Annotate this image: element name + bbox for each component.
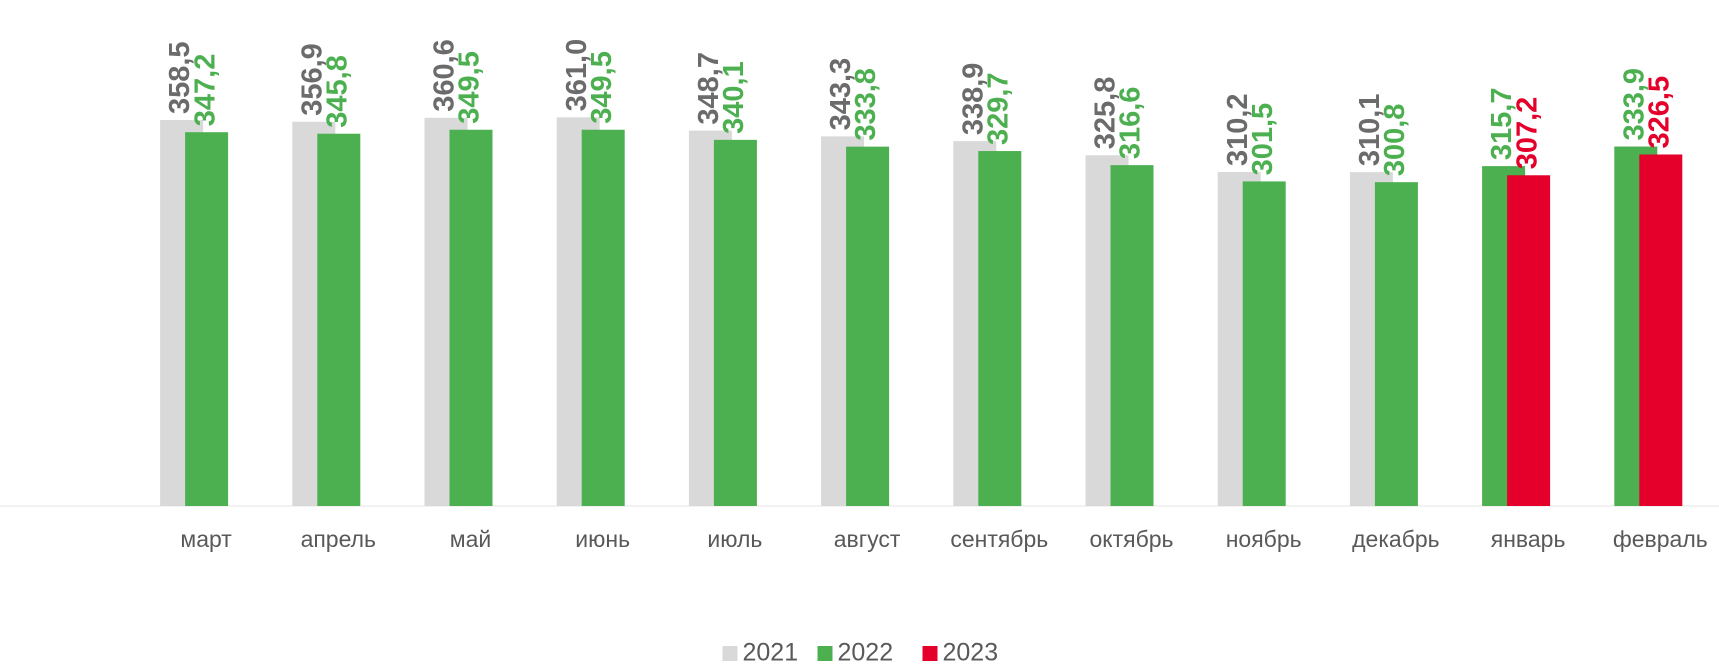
x-tick-label: декабрь (1352, 526, 1440, 552)
value-label: 315,7 (1486, 88, 1518, 161)
x-tick-label: май (450, 526, 491, 552)
value-label: 358,5 (164, 41, 196, 114)
value-label: 356,9 (296, 43, 328, 116)
legend-label: 2021 (743, 639, 799, 666)
x-tick-label: апрель (301, 526, 376, 552)
bar (185, 132, 229, 506)
bar (846, 146, 890, 507)
x-tick-label: июль (707, 526, 762, 552)
value-label: 301,5 (1247, 103, 1279, 176)
value-label: 300,8 (1379, 104, 1411, 177)
legend-label: 2023 (943, 639, 999, 666)
bar (581, 129, 625, 506)
bar (449, 129, 493, 506)
value-label: 329,7 (982, 72, 1014, 145)
bar (713, 139, 757, 506)
value-label: 343,3 (825, 58, 857, 131)
bar (1374, 182, 1418, 506)
x-tick-label: июнь (575, 526, 630, 552)
bar (1242, 181, 1286, 507)
x-tick-label: ноябрь (1226, 526, 1302, 552)
legend-swatch (817, 646, 833, 661)
x-tick-label: август (834, 526, 901, 552)
value-label: 307,2 (1511, 97, 1543, 170)
x-tick-label: октябрь (1089, 526, 1173, 552)
value-label: 333,9 (1618, 68, 1650, 141)
legend-swatch (722, 646, 738, 661)
value-label: 345,8 (321, 55, 353, 128)
x-tick-label: январь (1491, 526, 1566, 552)
bar (978, 151, 1022, 506)
value-label: 340,1 (718, 61, 750, 134)
value-label: 310,2 (1222, 93, 1254, 166)
value-label: 316,6 (1115, 87, 1147, 160)
x-tick-label: февраль (1613, 526, 1708, 552)
value-label: 333,8 (850, 68, 882, 141)
value-label: 325,8 (1090, 77, 1122, 150)
legend-label: 2022 (838, 639, 894, 666)
value-label: 349,5 (454, 51, 486, 124)
bar (317, 133, 361, 506)
value-label: 347,2 (189, 54, 221, 127)
value-label: 326,5 (1643, 76, 1675, 149)
x-tick-label: сентябрь (950, 526, 1048, 552)
bar (1639, 154, 1683, 506)
value-label: 361,0 (561, 39, 593, 112)
bar (1110, 165, 1154, 506)
value-label: 349,5 (586, 51, 618, 124)
value-label: 348,7 (693, 52, 725, 125)
bar (1507, 175, 1551, 507)
value-label: 360,6 (429, 39, 461, 112)
legend-swatch (922, 646, 938, 661)
x-tick-label: март (180, 526, 232, 552)
value-label: 310,1 (1354, 94, 1386, 167)
value-label: 338,9 (957, 63, 989, 136)
